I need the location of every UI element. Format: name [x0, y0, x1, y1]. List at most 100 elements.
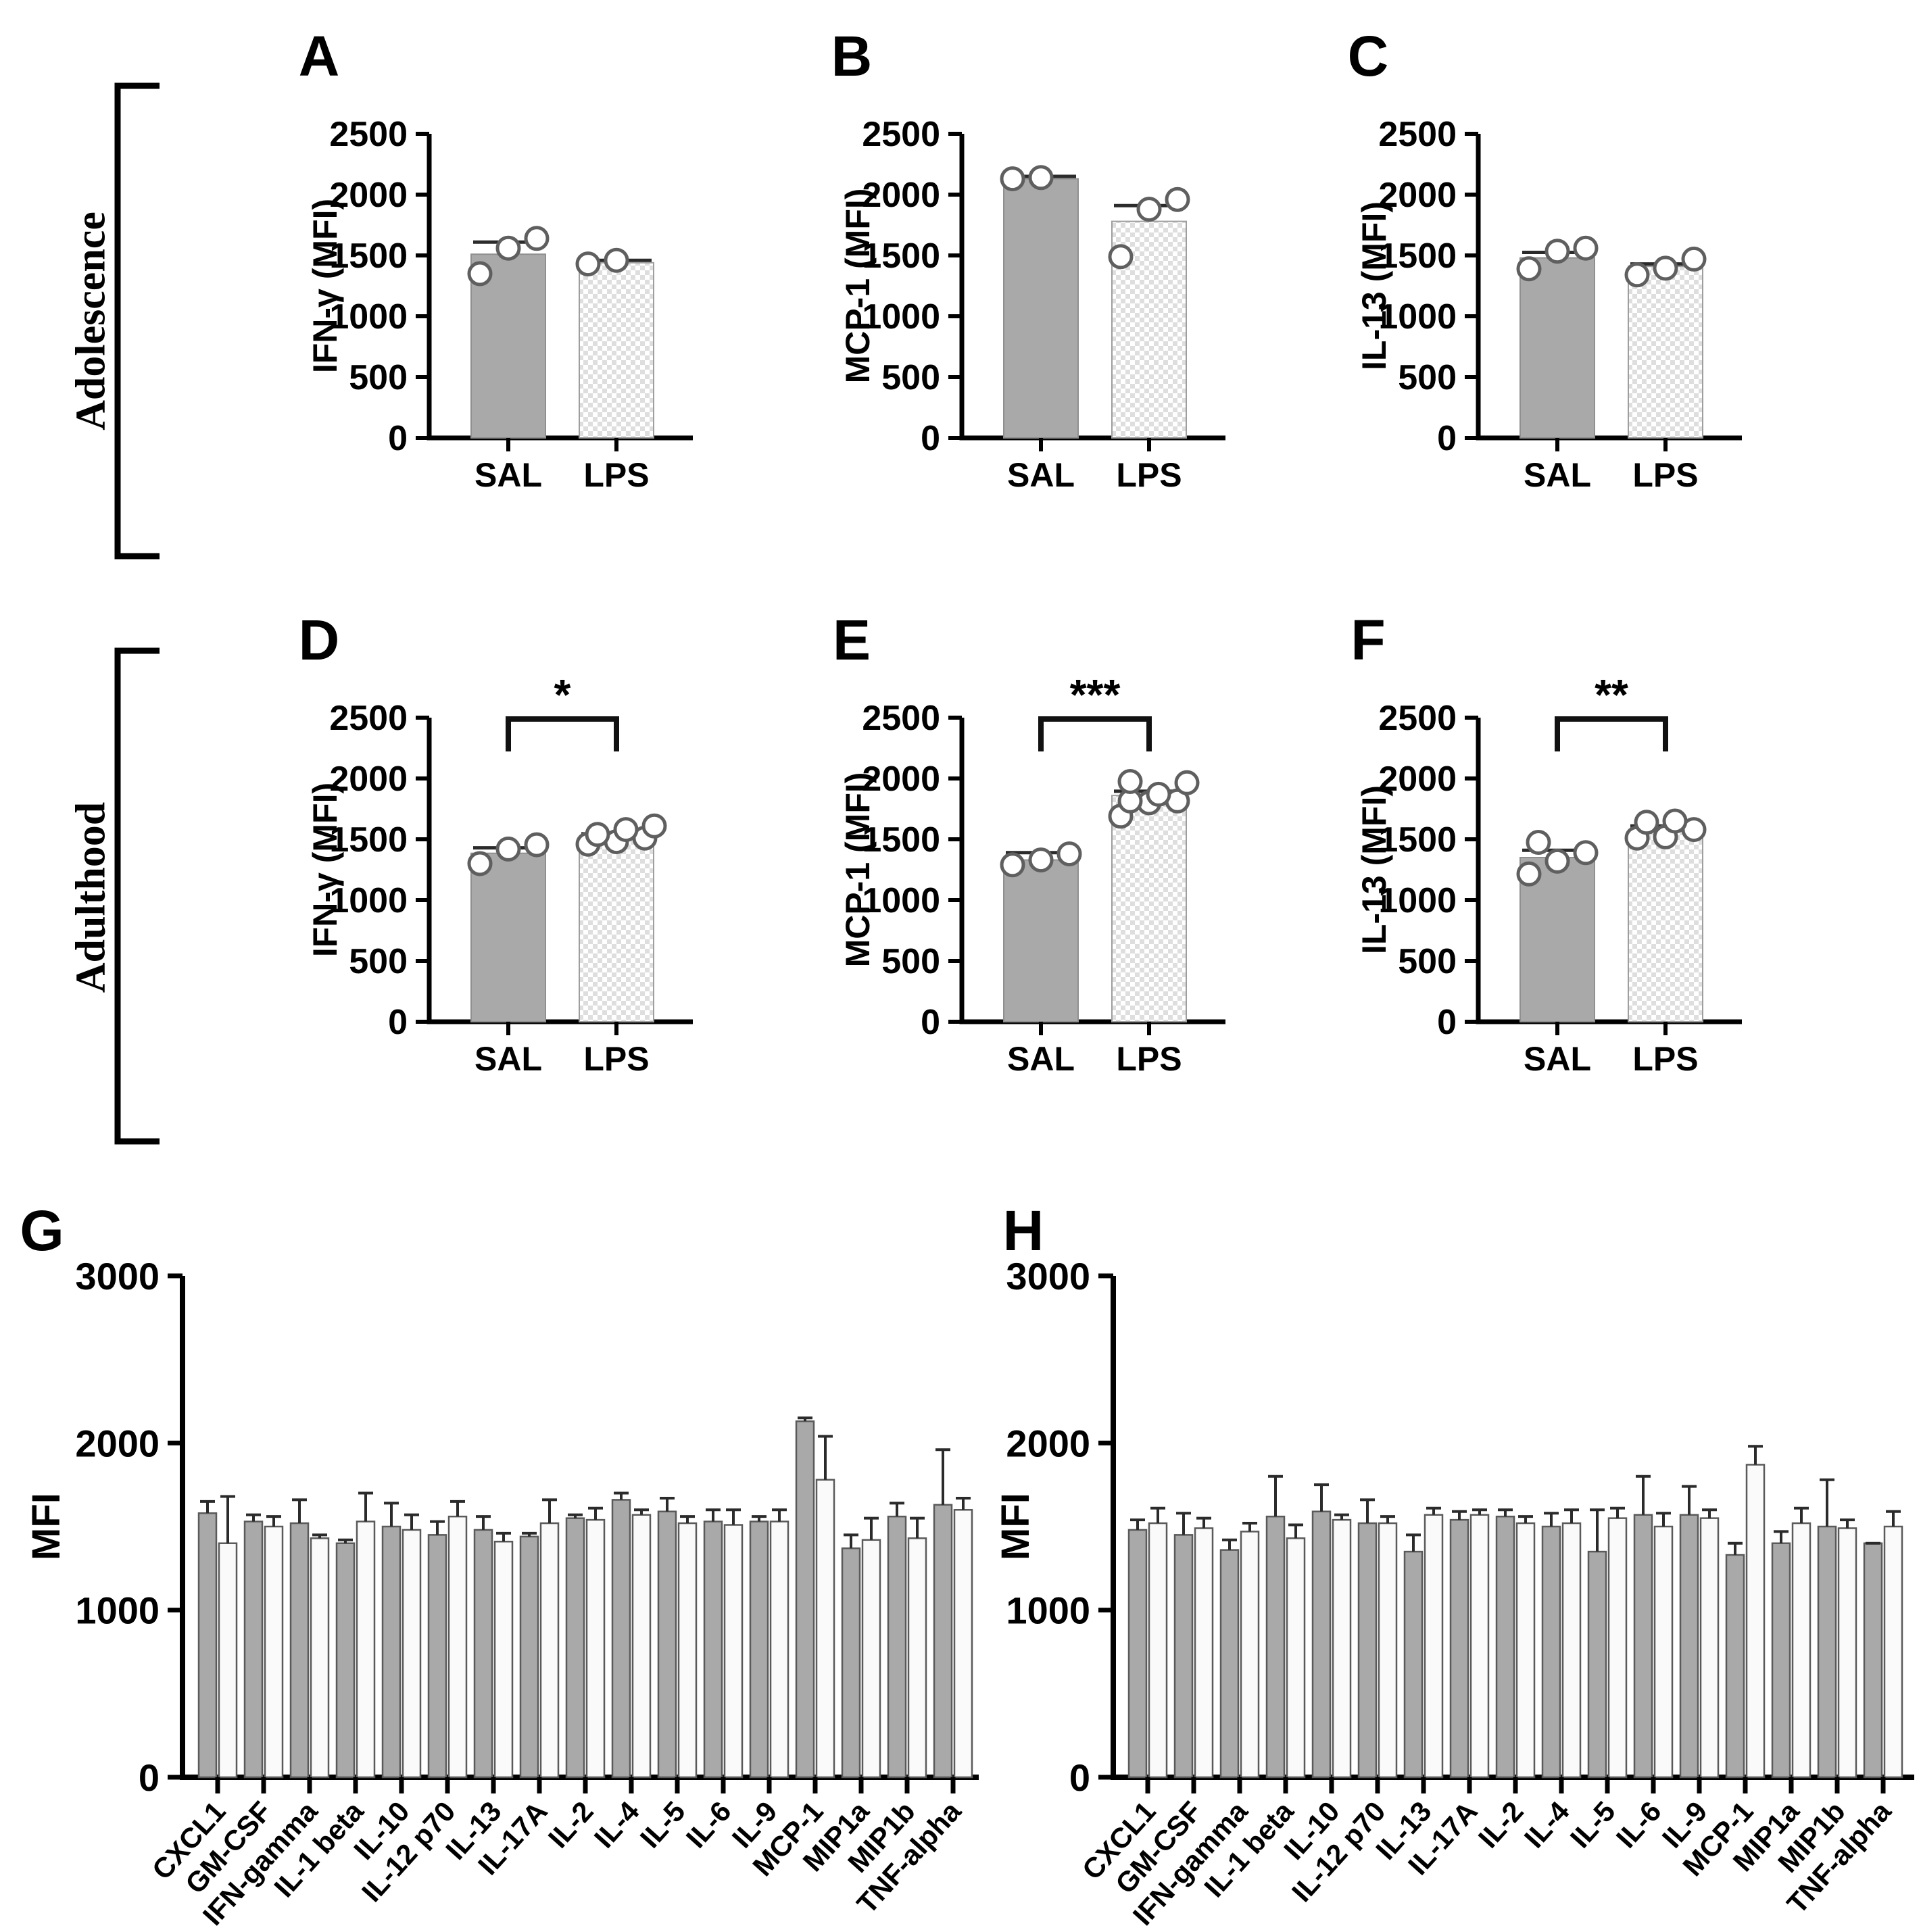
H-bar-SAL-IL-12 p70 [1357, 1522, 1378, 1779]
y-tick-label: 0 [139, 1756, 160, 1799]
H-bar-SAL-IFN-gamma [1219, 1549, 1240, 1779]
data-point [1000, 852, 1025, 878]
sig-stars-E: *** [1070, 670, 1121, 719]
data-point [467, 851, 493, 876]
x-label-IL-6: IL-6 [680, 1795, 737, 1854]
H-bar-SAL-TNF-alpha [1863, 1542, 1883, 1779]
panel-letter-B: B [831, 24, 873, 88]
data-point [1136, 197, 1162, 222]
G-bar-SAL-IL-5 [657, 1510, 677, 1779]
adulthood-bracket [114, 647, 160, 1145]
y-tick-label: 1000 [862, 881, 940, 920]
x-label-IL-2: IL-2 [1472, 1795, 1530, 1854]
y-tick-label: 500 [881, 358, 940, 397]
H-bar-LPS-IL-10 [1332, 1518, 1352, 1779]
H-bar-LPS-IL-1 beta [1286, 1537, 1306, 1779]
G-bar-SAL-IL-17A [519, 1535, 539, 1779]
y-tick-label: 2000 [862, 176, 940, 215]
G-bar-LPS-IL-2 [585, 1518, 606, 1779]
chart-panel-c: C IL-13 (MFI) 0 500 1000 1500 2000 2500 SAL LPS [1306, 5, 1833, 549]
data-point [1056, 841, 1082, 867]
x-label-LPS: LPS [1632, 456, 1698, 494]
y-axis-label-C: IL-13 (MFI) [1355, 201, 1393, 370]
data-point [1146, 781, 1171, 807]
y-tick-label: 1000 [1006, 1589, 1090, 1632]
H-bar-LPS-IL-6 [1653, 1525, 1674, 1779]
G-bar-LPS-TNF-alpha [953, 1509, 973, 1779]
data-point [1662, 808, 1688, 834]
row-label-adulthood: Adulthood [68, 801, 114, 993]
chart-H: HMFI0100020003000CXCL1GM-CSFIFN-gammaIL-… [994, 1199, 1914, 1931]
y-tick-label: 1500 [329, 820, 408, 860]
row-label-adolescence: Adolescence [68, 212, 114, 430]
H-bar-SAL-CXCL1 [1127, 1529, 1148, 1779]
data-point [495, 836, 521, 862]
y-tick-label: 0 [388, 1003, 408, 1042]
H-bar-SAL-IL-10 [1311, 1510, 1332, 1779]
chart-D: D IFN-γ (MFI) 0 500 1000 1500 2000 2500 SAL LPS * [299, 608, 693, 1078]
chart-panel-d: D IFN-γ (MFI) 0 500 1000 1500 2000 2500 SAL LPS * [257, 589, 784, 1133]
y-tick-label: 0 [388, 419, 408, 458]
data-point [1545, 239, 1570, 264]
G-bar-SAL-IL-1 beta [335, 1542, 356, 1779]
data-point [1573, 235, 1599, 261]
y-axis-label-F: IL-13 (MFI) [1355, 785, 1393, 954]
y-tick-label: 2000 [1378, 760, 1457, 799]
H-bar-SAL-IL-1 beta [1265, 1515, 1286, 1779]
data-point [1028, 847, 1054, 873]
x-label-SAL: SAL [1524, 1040, 1591, 1078]
chart-panel-e: E MCP-1 (MFI) 0 500 1000 1500 2000 2500 SAL LPS **… [789, 589, 1317, 1133]
A-bar-LPS [579, 262, 654, 439]
y-tick-label: 1500 [1378, 820, 1457, 860]
y-tick-label: 1500 [862, 820, 940, 860]
G-bar-LPS-MCP-1 [815, 1479, 835, 1779]
G-bar-LPS-IFN-gamma [310, 1537, 330, 1779]
data-point [1516, 861, 1542, 887]
G-bar-LPS-IL-13 [493, 1541, 514, 1779]
C-bar-SAL [1519, 257, 1595, 439]
y-tick-label: 3000 [75, 1255, 160, 1297]
y-tick-label: 1000 [329, 881, 408, 920]
data-point [1634, 810, 1659, 835]
y-axis-label-A: IFN-γ (MFI) [306, 199, 344, 373]
H-bar-LPS-IL-4 [1561, 1522, 1582, 1779]
sig-bracket-E [1038, 716, 1152, 751]
G-bar-SAL-IL-10 [381, 1525, 402, 1779]
data-point [1681, 246, 1707, 272]
y-tick-label: 500 [349, 358, 408, 397]
y-tick-label: 2000 [75, 1422, 160, 1464]
H-bar-LPS-IL-12 p70 [1378, 1522, 1398, 1779]
y-tick-label: 500 [1398, 358, 1457, 397]
data-point [575, 251, 601, 277]
x-label-LPS: LPS [1632, 1040, 1698, 1078]
G-bar-SAL-IFN-gamma [289, 1522, 310, 1779]
y-tick-label: 1500 [329, 237, 408, 276]
G-bar-SAL-IL-13 [473, 1529, 493, 1779]
H-bar-SAL-IL-5 [1587, 1550, 1607, 1779]
data-point [1545, 848, 1570, 874]
y-tick-label: 1000 [329, 297, 408, 337]
H-bar-SAL-IL-17A [1449, 1518, 1469, 1779]
y-tick-label: 2500 [329, 699, 408, 738]
x-label-IL-4: IL-4 [588, 1795, 646, 1854]
H-bar-LPS-IL-2 [1515, 1522, 1536, 1779]
H-bar-SAL-IL-6 [1633, 1514, 1653, 1779]
H-bar-SAL-MIP1a [1771, 1542, 1791, 1779]
H-bar-LPS-MCP-1 [1745, 1464, 1766, 1779]
G-bar-SAL-MCP-1 [795, 1420, 815, 1779]
chart-G: GMFI0100020003000CXCL1GM-CSFIFN-gammaIL-… [20, 1199, 979, 1931]
H-bar-LPS-IL-9 [1699, 1517, 1720, 1779]
y-tick-label: 1000 [862, 297, 940, 337]
data-point [1653, 255, 1678, 281]
chart-panel-a: A IFN-γ (MFI) 0 500 1000 1500 2000 2500 SAL LPS [257, 5, 784, 549]
panel-letter-G: G [20, 1199, 64, 1262]
y-tick-label: 0 [921, 419, 940, 458]
data-point [1174, 770, 1200, 795]
y-tick-label: 0 [1437, 419, 1457, 458]
sig-stars-D: * [554, 670, 571, 719]
x-label-IL-4: IL-4 [1518, 1795, 1576, 1854]
G-bar-SAL-IL-12 p70 [427, 1534, 447, 1779]
G-bar-LPS-IL-4 [631, 1514, 652, 1779]
B-bar-SAL [1003, 178, 1079, 439]
G-bar-LPS-IL-17A [539, 1522, 560, 1779]
